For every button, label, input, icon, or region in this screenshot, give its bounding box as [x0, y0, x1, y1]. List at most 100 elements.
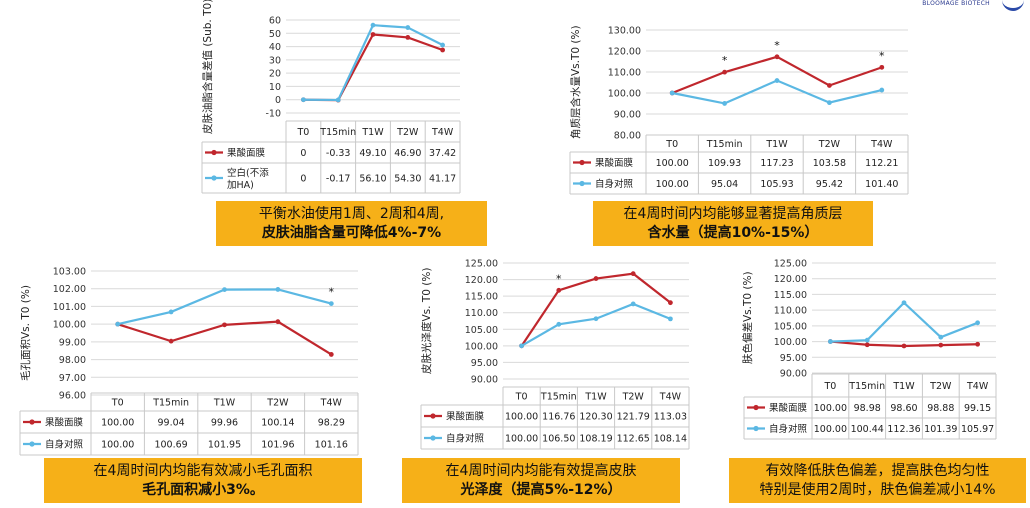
data-point	[440, 47, 445, 53]
data-label: -0.17	[326, 174, 351, 185]
y-tick-label: 98.00	[59, 355, 86, 366]
data-label: 101.96	[261, 440, 294, 451]
series-line-2	[830, 301, 979, 343]
data-point	[901, 300, 907, 306]
data-label: 100.69	[154, 440, 187, 451]
data-point	[668, 316, 673, 322]
y-tick-label: 20	[269, 69, 281, 80]
legend-label: 果酸面膜	[227, 147, 266, 159]
y-axis-label: 皮肤油脂含量差值 (Sub. T0)	[202, 0, 214, 135]
y-axis-label: 毛孔面积Vs. T0 (%)	[20, 285, 32, 381]
data-label: 116.76	[542, 412, 575, 423]
chart-svg: 90.00 95.00 100.00 105.00 110.00 115.00 120.00…	[420, 259, 690, 450]
legend-label: 果酸面膜	[45, 417, 84, 429]
data-label: 112.65	[617, 434, 650, 445]
data-point	[828, 339, 833, 344]
data-label: 100.14	[261, 418, 294, 429]
legend-marker	[753, 404, 759, 411]
x-tick-label: T2W	[929, 381, 952, 392]
y-tick-label: 100.00	[608, 89, 641, 100]
x-tick-label: T0	[296, 127, 309, 138]
data-point	[668, 300, 673, 306]
data-point	[405, 25, 411, 30]
data-label: 99.15	[964, 403, 991, 414]
x-tick-label: T4W	[966, 381, 989, 392]
x-tick-label: T1W	[361, 127, 384, 138]
legend-marker	[211, 149, 217, 156]
data-label: 98.98	[854, 403, 881, 414]
data-label: -0.33	[326, 148, 351, 159]
y-tick-label: 120.00	[465, 275, 498, 286]
data-point	[168, 309, 174, 315]
legend-marker	[29, 441, 35, 447]
caption-gloss-line2: 光泽度（提高5%-12%）	[460, 482, 622, 498]
data-label: 120.30	[579, 412, 612, 423]
significance-mark: *	[556, 272, 562, 285]
data-label: 106.50	[542, 434, 575, 445]
y-tick-label: 100.00	[53, 320, 86, 331]
data-point	[275, 287, 281, 292]
data-label: 49.10	[359, 148, 386, 159]
data-point	[301, 97, 306, 103]
x-tick-label: T0	[665, 139, 678, 150]
data-point	[222, 287, 227, 292]
y-tick-label: 110.00	[774, 306, 807, 317]
chart-svg: -10 0 10 20 30 40 50 60 T0 T15min T1W T2W T4W 果酸面膜 0 -0…	[201, 16, 461, 194]
data-label: 100.00	[656, 158, 689, 169]
data-label: 99.96	[211, 418, 238, 429]
y-tick-label: 97.00	[59, 373, 86, 384]
data-label: 46.90	[394, 148, 421, 159]
x-tick-label: T4W	[431, 127, 454, 138]
data-label: 99.04	[157, 418, 184, 429]
data-point	[938, 342, 944, 348]
data-label: 100.00	[101, 440, 134, 451]
y-tick-label: 90.00	[471, 375, 498, 386]
chart-svg: 96.00 97.00 98.00 99.00 100.00 101.00 102.00 10…	[19, 267, 359, 456]
x-tick-label: T1W	[213, 398, 236, 409]
chart-pore: 96.00 97.00 98.00 99.00 100.00 101.00 102.00 10…	[14, 265, 364, 456]
x-tick-label: T1W	[892, 381, 915, 392]
data-point	[879, 64, 885, 70]
data-point	[593, 276, 599, 281]
y-tick-label: 90.00	[780, 369, 807, 380]
y-tick-label: 115.00	[774, 290, 807, 301]
data-label: 105.93	[760, 179, 793, 190]
data-point	[722, 69, 727, 75]
data-label: 41.17	[429, 174, 456, 185]
y-tick-label: 110.00	[465, 308, 498, 319]
data-point	[335, 97, 341, 103]
data-label: 100.00	[101, 418, 134, 429]
data-point	[901, 343, 907, 349]
data-label: 117.23	[760, 158, 793, 169]
data-point	[275, 319, 281, 325]
y-tick-label: 50	[269, 29, 281, 40]
y-tick-label: 95.00	[780, 353, 807, 364]
y-tick-label: 80.00	[614, 131, 641, 142]
data-point	[938, 334, 944, 340]
data-point	[827, 100, 832, 106]
legend-marker	[579, 180, 585, 187]
data-point	[879, 87, 885, 93]
legend-label: 自身对照	[769, 423, 808, 435]
chart-skin-tone: 90.00 95.00 100.00 105.00 110.00 115.00 120.00…	[738, 255, 1003, 445]
data-label: 108.19	[579, 434, 612, 445]
data-label: 0	[300, 148, 306, 159]
data-point	[370, 32, 376, 37]
data-label: 100.00	[505, 412, 538, 423]
data-label: 100.00	[656, 179, 689, 190]
caption-oil-line2: 皮肤油脂含量可降低4%-7%	[261, 225, 442, 241]
series-line-2	[521, 302, 671, 347]
data-point	[630, 271, 636, 277]
data-point	[975, 320, 980, 326]
legend-marker	[753, 425, 759, 432]
y-tick-label: 0	[275, 95, 281, 106]
y-tick-label: 115.00	[465, 292, 498, 303]
data-point	[630, 301, 636, 307]
data-point	[774, 54, 780, 60]
logo-text: BLOOMAGE BIOTECH	[922, 0, 990, 7]
legend-label-cont: 加HA)	[227, 180, 254, 191]
data-point	[328, 352, 334, 357]
data-point	[168, 338, 174, 344]
y-tick-label: 60	[269, 16, 281, 27]
chart-moisture: 80.00 90.00 100.00 110.00 120.00 130.00 * * * T0 T…	[564, 8, 914, 195]
